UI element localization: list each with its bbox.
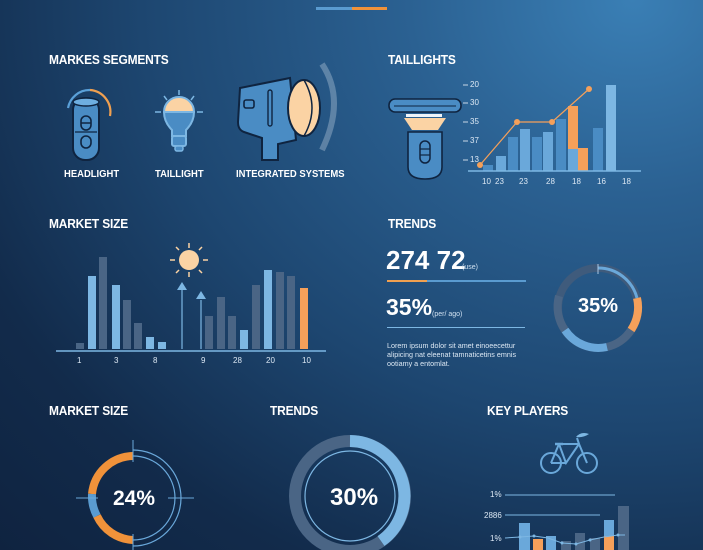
x-tick: 23 xyxy=(519,177,528,186)
taillights-title: TAILLIGHTS xyxy=(388,52,456,67)
stat-value-2: 35% xyxy=(386,294,433,320)
y-tick: 30 xyxy=(470,98,479,107)
stat-unit-1: (use) xyxy=(462,264,478,271)
stat-divider-1 xyxy=(387,280,526,282)
taillights-chart xyxy=(463,84,641,172)
trends-bottom-donut xyxy=(289,435,411,550)
x-tick: 16 xyxy=(597,177,606,186)
x-tick: 18 xyxy=(572,177,581,186)
x-tick: 3 xyxy=(114,356,119,365)
segment-label-integrated: INTEGRATED SYSTEMS xyxy=(236,168,345,180)
spotlight-icon xyxy=(236,62,337,161)
trends-bottom-title: TRENDS xyxy=(270,403,319,418)
y-tick: 37 xyxy=(470,136,479,145)
x-tick: 18 xyxy=(622,177,631,186)
stat-value-1: 274 72 xyxy=(386,245,466,275)
segment-label-taillight: TAILLIGHT xyxy=(155,168,204,180)
bulb-icon xyxy=(155,90,203,152)
x-tick: 20 xyxy=(266,356,275,365)
trends-donut-label: 35% xyxy=(578,295,619,317)
trends-description: Lorem ipsum dolor sit amet einoeecettur … xyxy=(387,341,517,368)
stat-unit-2: (per/ ago) xyxy=(432,311,463,318)
key-players-chart xyxy=(504,494,629,550)
stat-divider-2 xyxy=(387,327,525,328)
y-tick: 20 xyxy=(470,80,479,89)
sun-icon xyxy=(170,243,208,277)
x-tick: 8 xyxy=(153,356,158,365)
x-tick: 10 xyxy=(302,356,311,365)
x-tick: 23 xyxy=(495,177,504,186)
up-arrow-icon xyxy=(196,291,206,349)
y-tick: 1% xyxy=(490,490,502,499)
trends-donut xyxy=(553,264,643,352)
market-size-bottom-title: MARKET SIZE xyxy=(49,403,129,418)
x-tick: 9 xyxy=(201,356,206,365)
y-tick: 35 xyxy=(470,117,479,126)
y-tick: 1% xyxy=(490,534,502,543)
market-size-donut-label: 24% xyxy=(113,487,156,510)
key-players-title: KEY PLAYERS xyxy=(487,403,569,418)
y-tick: 13 xyxy=(470,155,479,164)
segment-label-headlight: HEADLIGHT xyxy=(64,168,120,180)
segments-title: MARKES SEGMENTS xyxy=(49,52,169,67)
headlight-icon xyxy=(66,88,112,161)
x-tick: 28 xyxy=(546,177,555,186)
bicycle-icon xyxy=(540,433,598,474)
y-tick: 2886 xyxy=(484,511,502,520)
up-arrow-icon xyxy=(177,282,187,349)
taillight-lamp-icon xyxy=(388,98,462,180)
trends-title: TRENDS xyxy=(388,216,437,231)
accent-bar xyxy=(316,7,387,10)
market-size-chart xyxy=(56,243,326,352)
accent-bar-blue xyxy=(316,7,352,10)
x-tick: 28 xyxy=(233,356,242,365)
market-size-donut xyxy=(76,440,194,550)
accent-bar-orange xyxy=(351,7,387,10)
market-size-title: MARKET SIZE xyxy=(49,216,129,231)
x-tick: 10 xyxy=(482,177,491,186)
x-tick: 1 xyxy=(77,356,82,365)
trends-bottom-donut-label: 30% xyxy=(330,484,379,511)
